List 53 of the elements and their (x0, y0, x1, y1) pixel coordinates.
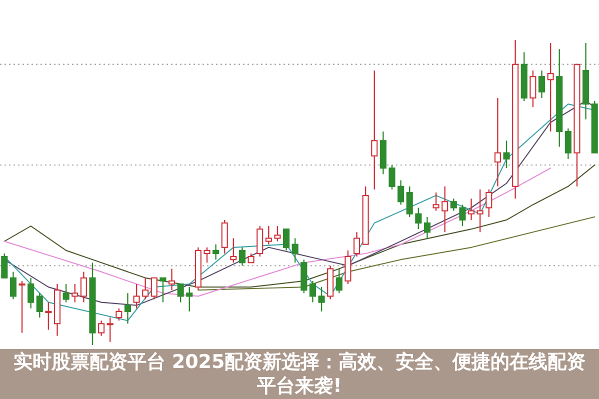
candlestick (494, 97, 501, 187)
candlestick (486, 188, 492, 218)
candlestick (45, 302, 52, 330)
candlestick (450, 198, 457, 212)
candlestick (10, 271, 16, 300)
candlestick (309, 280, 316, 303)
candlestick (292, 238, 298, 264)
candlestick (36, 292, 43, 318)
candlestick (424, 216, 431, 239)
candlestick (142, 277, 149, 300)
candlestick (106, 316, 114, 343)
candlestick (442, 186, 448, 233)
candlestick (160, 277, 166, 303)
candlestick (98, 320, 105, 336)
candlestick (62, 283, 70, 303)
candlestick (538, 70, 546, 99)
candlestick (124, 292, 132, 324)
candlestick (18, 280, 26, 334)
candlestick (133, 283, 140, 309)
candlestick (28, 277, 34, 309)
candlestick (398, 180, 404, 206)
candlestick (336, 268, 342, 294)
candlestick (116, 308, 122, 322)
candlestick (150, 277, 158, 300)
text: 实时股票配资平台 2025配资新选择：高效、安全、便捷的在线配资平台来袭! (0, 349, 599, 399)
candlestick (230, 238, 237, 264)
candlestick (459, 204, 466, 227)
candlestick (503, 140, 510, 169)
candlestick (564, 128, 572, 160)
candlestick (283, 228, 290, 252)
candlestick (212, 244, 220, 260)
candlestick (204, 246, 210, 264)
candlestick (168, 268, 176, 291)
candlestick (432, 192, 440, 212)
candlestick (72, 283, 78, 303)
candlestick (248, 252, 254, 264)
candlestick (186, 286, 193, 312)
candlestick (468, 198, 475, 221)
candlestick (318, 286, 325, 312)
candlestick (406, 186, 413, 218)
candlestick (547, 42, 554, 132)
candlestick (388, 164, 396, 190)
candlestick (353, 232, 360, 258)
candlestick (530, 70, 536, 108)
candlestick (1, 252, 8, 278)
candlestick (80, 271, 87, 303)
candlestick (371, 70, 378, 190)
candlestick (476, 188, 484, 233)
candlestick (274, 225, 281, 242)
candlestick (415, 207, 422, 230)
candlestick (238, 246, 246, 266)
candlestick (265, 225, 272, 245)
candlestick (177, 283, 184, 303)
